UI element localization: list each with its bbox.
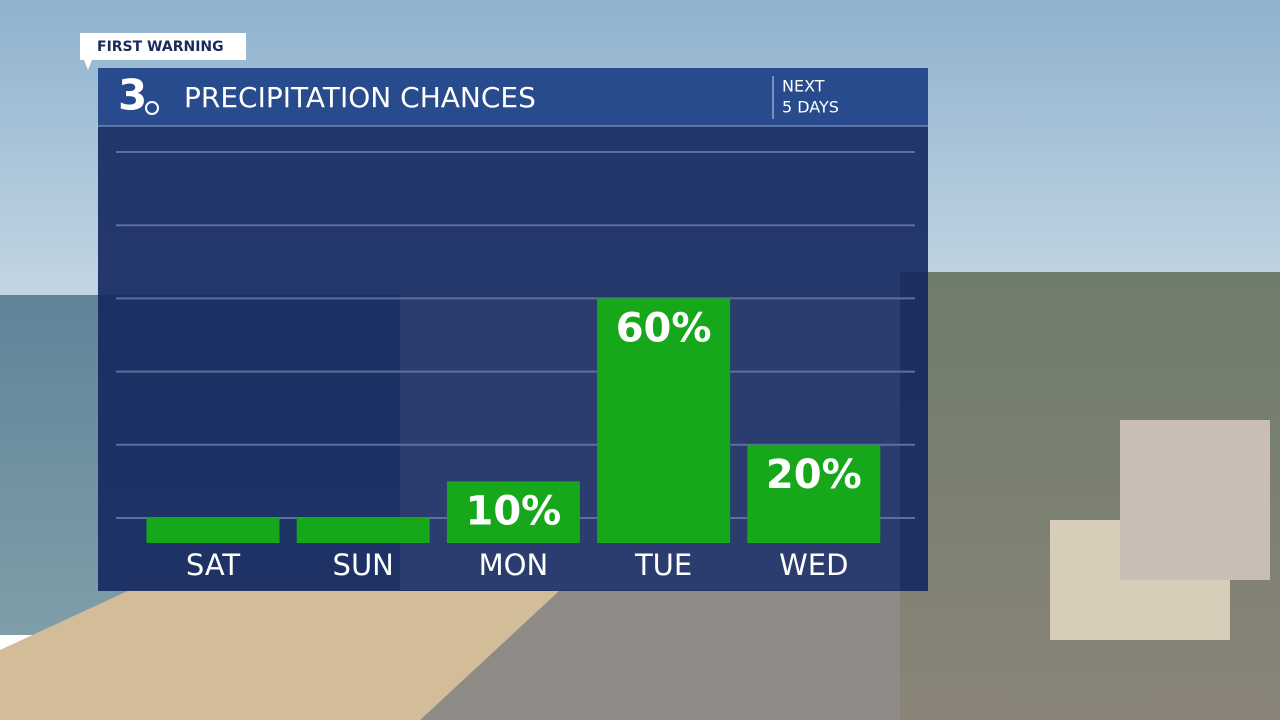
value-label: 60% — [616, 305, 712, 351]
x-tick-label: TUE — [634, 548, 692, 582]
header-bar — [98, 68, 928, 126]
bar — [446, 481, 580, 543]
value-label: 20% — [766, 452, 862, 498]
bar — [747, 444, 881, 543]
x-tick-label: SUN — [333, 548, 394, 582]
value-label: 10% — [466, 488, 562, 534]
x-tick-label: SAT — [186, 548, 241, 582]
chart-title: PRECIPITATION CHANCES — [184, 81, 536, 114]
x-tick-label: MON — [479, 548, 549, 582]
logo-eye — [145, 101, 159, 115]
bar — [597, 298, 731, 543]
tag-box — [80, 33, 246, 70]
building — [1120, 420, 1270, 580]
bar — [296, 518, 430, 543]
tag: FIRST WARNING — [97, 39, 224, 55]
bar — [146, 518, 280, 543]
logo: 3 — [118, 71, 147, 120]
buildings — [420, 590, 900, 720]
period: 5 DAYS — [782, 98, 839, 117]
x-tick-label: WED — [779, 548, 848, 582]
beach — [0, 590, 560, 720]
period: NEXT — [782, 77, 825, 96]
